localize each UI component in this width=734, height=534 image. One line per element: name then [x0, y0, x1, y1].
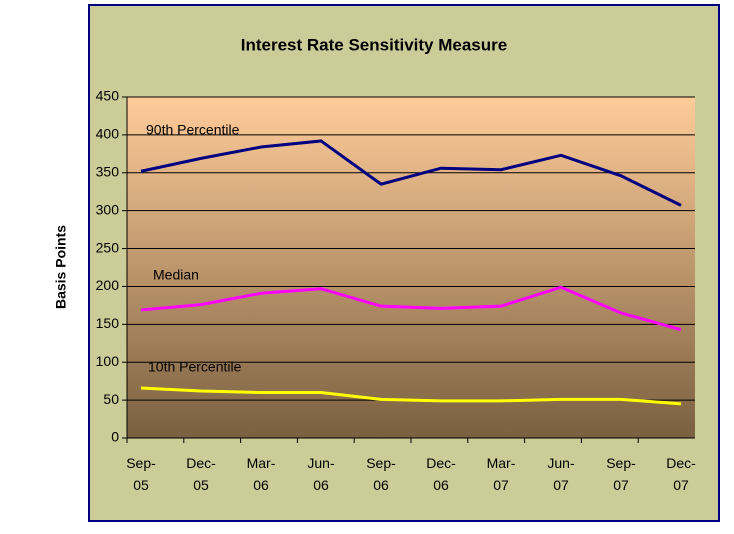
series-label: 90th Percentile	[146, 122, 240, 138]
y-tick-label: 400	[96, 126, 120, 142]
y-tick-label: 300	[96, 201, 120, 217]
series-label: Median	[153, 267, 199, 283]
y-tick-label: 450	[96, 88, 120, 104]
series-line	[140, 386, 682, 406]
y-tick-label: 200	[96, 277, 120, 293]
x-tick-label: Mar-06	[247, 455, 276, 493]
y-tick-label: 0	[111, 429, 119, 445]
series-line	[140, 139, 682, 207]
series-label: 10th Percentile	[148, 359, 242, 375]
y-tick-label: 100	[96, 353, 120, 369]
x-tick-label: Dec-06	[426, 455, 456, 493]
y-tick-label: 50	[103, 391, 119, 407]
x-tick-label: Dec-05	[186, 455, 216, 493]
y-tick-label: 350	[96, 163, 120, 179]
y-tick-label: 250	[96, 239, 120, 255]
x-tick-label: Sep-06	[366, 455, 396, 493]
x-tick-label: Jun-06	[307, 455, 335, 493]
x-tick-label: Sep-05	[126, 455, 156, 493]
x-tick-label: Sep-07	[606, 455, 636, 493]
y-tick-label: 150	[96, 315, 120, 331]
y-axis-label: Basis Points	[53, 225, 69, 309]
x-tick-label: Jun-07	[547, 455, 575, 493]
x-tick-label: Mar-07	[487, 455, 516, 493]
series-line	[140, 285, 682, 332]
x-tick-label: Dec-07	[666, 455, 696, 493]
plot-area	[127, 97, 695, 438]
chart-title: Interest Rate Sensitivity Measure	[241, 35, 507, 54]
